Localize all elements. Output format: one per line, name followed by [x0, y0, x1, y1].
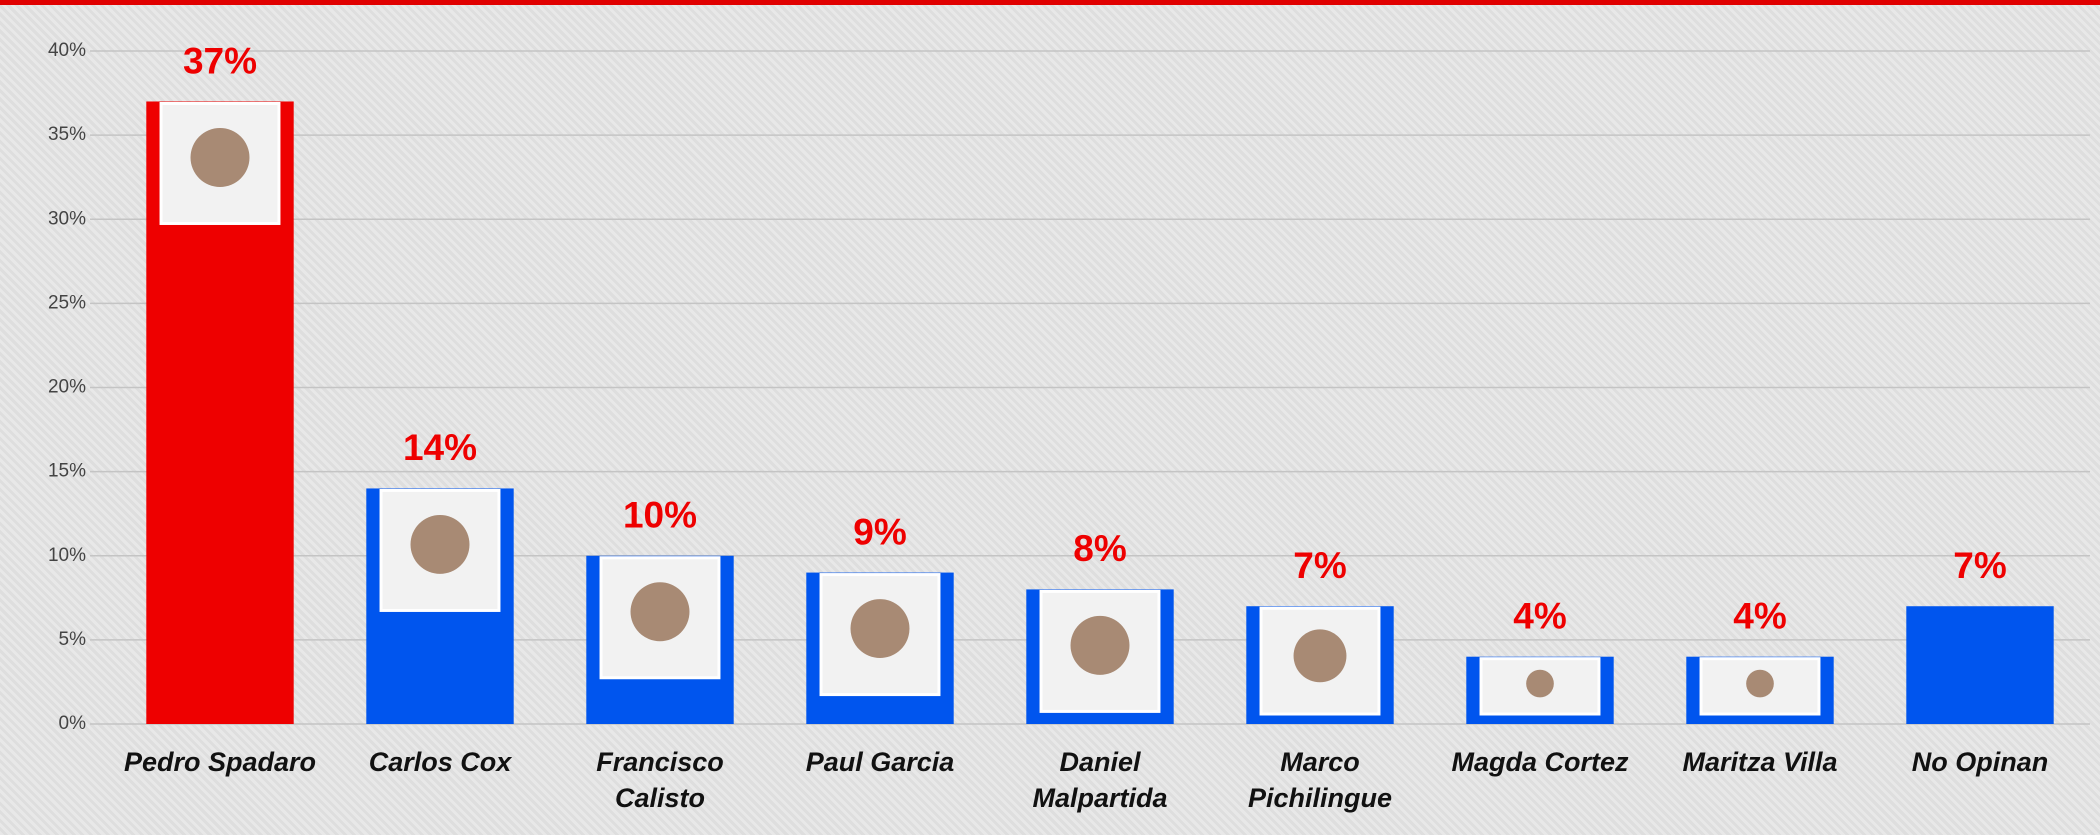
- x-tick-label: Pedro Spadaro: [110, 744, 330, 780]
- x-tick-label: Marco Pichilingue: [1210, 744, 1430, 816]
- photo-face: [191, 128, 250, 187]
- value-label: 10%: [623, 495, 697, 536]
- photo-face: [851, 599, 910, 658]
- y-tick-label: 0%: [59, 713, 87, 734]
- photo-face: [631, 582, 690, 641]
- value-label: 14%: [403, 427, 477, 468]
- y-tick-label: 20%: [48, 377, 86, 398]
- y-tick-label: 35%: [48, 124, 86, 145]
- value-label: 9%: [853, 511, 906, 552]
- y-tick-label: 30%: [48, 208, 86, 229]
- value-label: 8%: [1073, 528, 1126, 569]
- x-tick-label: Francisco Calisto: [550, 744, 770, 816]
- x-tick-label: Daniel Malpartida: [990, 744, 1210, 816]
- value-label: 4%: [1733, 595, 1786, 636]
- x-tick-label: Carlos Cox: [330, 744, 550, 780]
- y-tick-label: 10%: [48, 545, 86, 566]
- value-label: 4%: [1513, 595, 1566, 636]
- x-tick-label: Magda Cortez: [1430, 744, 1650, 780]
- photo-face: [1746, 670, 1774, 698]
- y-tick-label: 40%: [48, 40, 86, 61]
- photo-face: [411, 515, 470, 574]
- photo-face: [1526, 670, 1554, 698]
- y-tick-label: 15%: [48, 461, 86, 482]
- x-tick-label: Paul Garcia: [770, 744, 990, 780]
- bar: [1906, 606, 2053, 724]
- photo-face: [1071, 616, 1130, 675]
- x-tick-label: No Opinan: [1870, 744, 2090, 780]
- value-label: 7%: [1293, 545, 1346, 586]
- x-tick-label: Maritza Villa: [1650, 744, 1870, 780]
- value-label: 7%: [1953, 545, 2006, 586]
- photo-face: [1294, 629, 1347, 682]
- y-tick-label: 5%: [59, 629, 87, 650]
- value-label: 37%: [183, 40, 257, 81]
- chart: 0% 5% 10% 15% 20% 25% 30% 35% 40% 37% 14% 10% 9% 8% 7%…: [0, 0, 2100, 835]
- y-tick-label: 25%: [48, 292, 86, 313]
